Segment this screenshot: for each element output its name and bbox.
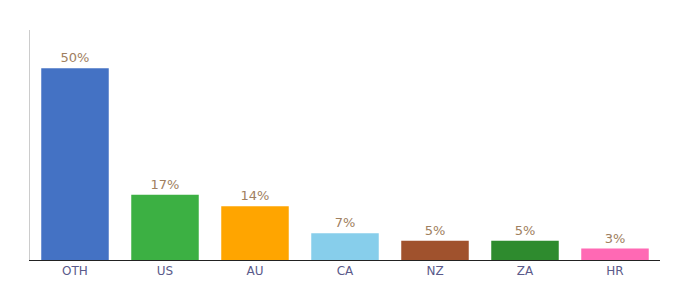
svg-text:HR: HR bbox=[606, 264, 623, 278]
svg-text:OTH: OTH bbox=[62, 264, 88, 278]
svg-text:NZ: NZ bbox=[426, 264, 443, 278]
svg-text:5%: 5% bbox=[515, 223, 536, 238]
svg-text:AU: AU bbox=[247, 264, 264, 278]
svg-text:US: US bbox=[157, 264, 173, 278]
svg-text:5%: 5% bbox=[425, 223, 446, 238]
svg-text:50%: 50% bbox=[61, 50, 90, 65]
svg-text:ZA: ZA bbox=[517, 264, 534, 278]
svg-text:7%: 7% bbox=[335, 215, 356, 230]
svg-text:17%: 17% bbox=[151, 177, 180, 192]
svg-text:3%: 3% bbox=[605, 231, 626, 246]
svg-text:CA: CA bbox=[337, 264, 354, 278]
svg-text:14%: 14% bbox=[241, 188, 270, 203]
